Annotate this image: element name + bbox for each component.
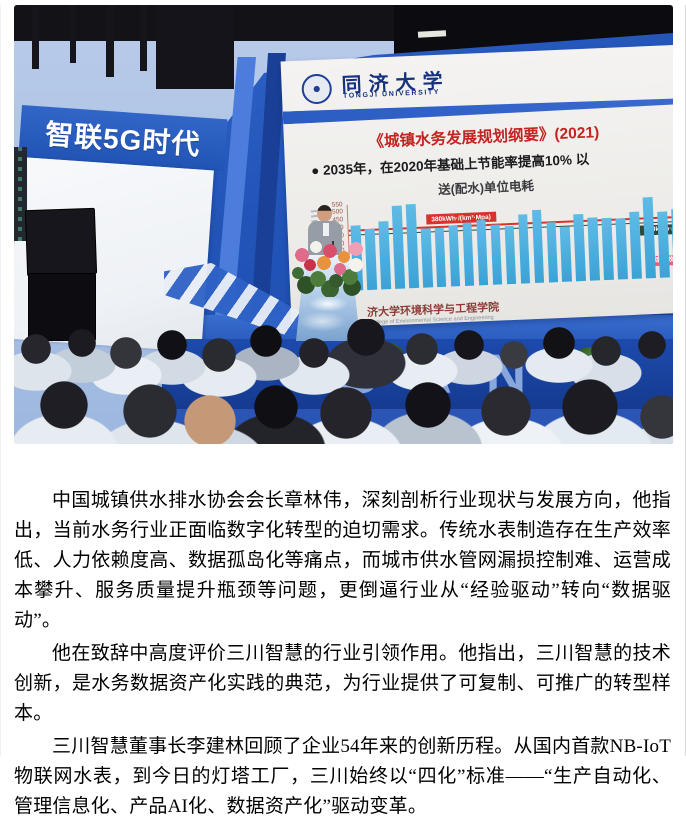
bar (391, 205, 405, 289)
paragraph: 他在致辞中高度评价三川智慧的行业引领作用。他指出，三川智慧的技术创新，是水务数据… (14, 643, 671, 724)
ceiling-beam (140, 5, 147, 71)
bar (448, 225, 461, 287)
bar (504, 226, 517, 285)
slide-title: 《城镇水务发展规划纲要》(2021) (368, 124, 600, 151)
bar (601, 218, 614, 281)
bar (517, 214, 531, 284)
bar (615, 218, 628, 280)
bar (434, 227, 447, 288)
banner-5g-text: 智联5G时代 (44, 118, 202, 161)
event-photo: 同济大学 TONGJI UNIVERSITY 《城镇水务发展规划纲要》(2021… (14, 5, 673, 444)
audience-crowd (14, 319, 673, 444)
article-page: 同济大学 TONGJI UNIVERSITY 《城镇水务发展规划纲要》(2021… (0, 5, 686, 817)
ceiling-beam (32, 5, 39, 69)
bar (587, 217, 600, 281)
ceiling-beam (106, 5, 114, 77)
ceiling-beam (70, 5, 76, 63)
paragraph: 三川智慧董事长李建林回顾了企业54年来的创新历程。从国内首款NB-IoT物联网水… (14, 736, 671, 817)
chart-bars: 380kWh·/(km³·Mpa) 350kWh·/(k 综合效率 (346, 190, 673, 291)
flower-arrangement (290, 235, 370, 297)
bar (642, 196, 656, 279)
bar (546, 221, 559, 283)
bar (462, 223, 475, 286)
tongji-logo-row: 同济大学 TONGJI UNIVERSITY (301, 58, 552, 108)
ceiling-block (156, 5, 234, 89)
left-banner-strip (14, 147, 27, 241)
bar (405, 203, 419, 289)
bar (671, 208, 673, 278)
tongji-logo-icon (301, 73, 333, 105)
presenter-head (317, 205, 332, 222)
presenter-shirt (323, 223, 329, 236)
bar (420, 228, 433, 288)
bar (560, 226, 573, 282)
speaker-stack-upper (24, 207, 98, 277)
bar (378, 221, 391, 290)
article-body: 中国城镇供水排水协会会长章林伟，深刻剖析行业现状与发展方向，他指出，当前水务行业… (1, 444, 685, 822)
bar (490, 224, 503, 285)
paragraph: 中国城镇供水排水协会会长章林伟，深刻剖析行业现状与发展方向，他指出，当前水务行业… (14, 490, 671, 631)
